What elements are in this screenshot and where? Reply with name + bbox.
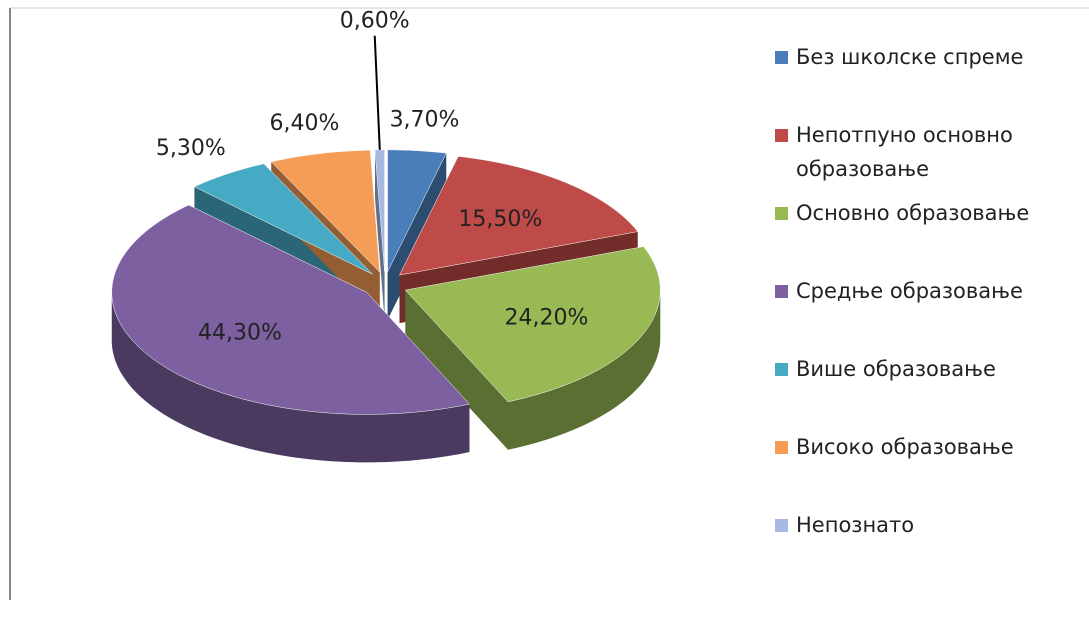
leader-line <box>373 35 381 150</box>
legend-label: Основно образовање <box>796 201 1030 225</box>
legend-item: Непознато <box>770 508 1070 586</box>
data-label: 24,20% <box>505 305 589 330</box>
legend-swatch <box>775 207 788 220</box>
legend-swatch <box>775 363 788 376</box>
legend-item: Без школске спреме <box>770 40 1070 118</box>
data-label: 15,50% <box>458 207 542 232</box>
legend-item: Средње образовање <box>770 274 1070 352</box>
slice <box>399 156 639 276</box>
data-label: 5,30% <box>156 136 226 161</box>
data-label: 44,30% <box>198 320 282 345</box>
legend-swatch <box>775 51 788 64</box>
legend-item: Високо образовање <box>770 430 1070 508</box>
legend-label: Непотпуно основно образовање <box>796 123 1013 181</box>
slice <box>111 204 470 415</box>
legend-swatch <box>775 285 788 298</box>
legend-item: Непотпуно основно образовање <box>770 118 1070 196</box>
legend-label: Без школске спреме <box>796 45 1024 69</box>
data-label: 0,60% <box>340 9 410 34</box>
slice <box>270 150 381 273</box>
legend-label: Високо образовање <box>796 435 1014 459</box>
data-label: 3,70% <box>390 107 460 132</box>
legend-label: Средње образовање <box>796 279 1023 303</box>
legend-label: Непознато <box>796 513 915 537</box>
slice <box>404 246 661 403</box>
legend-item: Основно образовање <box>770 196 1070 274</box>
legend-swatch <box>775 129 788 142</box>
legend-swatch <box>775 519 788 532</box>
slice <box>387 149 447 272</box>
legend: Без школске спреме Непотпуно основно обра… <box>770 40 1070 586</box>
data-label: 6,40% <box>269 111 339 136</box>
legend-swatch <box>775 441 788 454</box>
legend-item: Више образовање <box>770 352 1070 430</box>
slice <box>193 163 373 275</box>
legend-label: Више образовање <box>796 357 996 381</box>
